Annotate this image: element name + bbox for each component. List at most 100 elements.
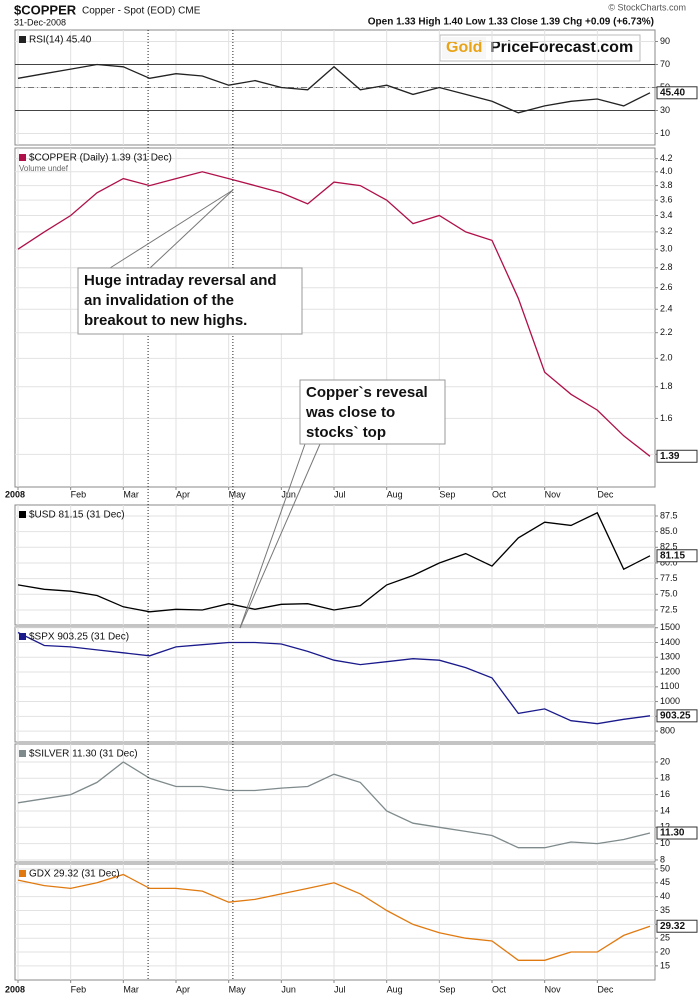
logo: Gold PriceForecast.com — [439, 34, 641, 62]
y-tick-label: 90 — [660, 36, 670, 46]
y-tick-label: 15 — [660, 960, 670, 970]
last-value-box — [656, 709, 698, 723]
last-value-label: 81.15 — [660, 550, 685, 561]
price-line — [17, 631, 651, 725]
y-tick-label: 1.8 — [660, 381, 673, 391]
x-tick-label: Sep — [439, 984, 455, 994]
last-value-label: 11.30 — [660, 828, 685, 839]
callout-line — [239, 443, 321, 629]
y-tick-label: 70 — [660, 59, 670, 69]
last-value-box — [656, 919, 698, 933]
panel-subtitle: Volume undef — [19, 164, 69, 173]
annotation-text: breakout to new highs. — [84, 312, 247, 329]
annotation-text: stocks` top — [306, 424, 386, 441]
y-tick-label: 75.0 — [660, 589, 678, 599]
annotation-text: Copper`s revesal — [306, 384, 428, 401]
y-tick-label: 4.2 — [660, 153, 673, 163]
y-tick-label: 10 — [660, 128, 670, 138]
y-tick-label: 82.5 — [660, 542, 678, 552]
y-tick-label: 3.4 — [660, 210, 673, 220]
x-tick-label: Jun — [281, 489, 296, 499]
price-line — [17, 63, 651, 114]
last-value-label: 29.32 — [660, 921, 685, 932]
y-tick-label: 50 — [660, 863, 670, 873]
x-tick-label: Mar — [123, 984, 139, 994]
x-tick-label: 2008 — [5, 984, 25, 994]
last-value-label: 1.39 — [660, 451, 680, 462]
y-tick-label: 85.0 — [660, 526, 678, 536]
last-value-box — [656, 86, 698, 100]
last-value-label: 903.25 — [660, 710, 691, 721]
x-tick-label: Nov — [545, 489, 562, 499]
y-tick-label: 35 — [660, 905, 670, 915]
y-tick-label: 20 — [660, 756, 670, 766]
panel-frame — [14, 743, 656, 863]
x-tick-label: Jun — [281, 984, 296, 994]
panel-frame — [14, 504, 656, 626]
x-tick-label: Sep — [439, 489, 455, 499]
credit: © StockCharts.com — [608, 2, 686, 12]
panel-title: $COPPER (Daily) 1.39 (31 Dec) — [29, 153, 172, 164]
y-tick-label: 1300 — [660, 652, 680, 662]
annotation-text: an invalidation of the — [84, 292, 234, 309]
y-tick-label: 800 — [660, 725, 675, 735]
annotation-text: Huge intraday reversal and — [84, 272, 277, 289]
description: Copper - Spot (EOD) CME — [82, 6, 201, 17]
y-tick-label: 80.0 — [660, 557, 678, 567]
y-tick-label: 1100 — [660, 681, 679, 691]
panel-title: RSI(14) 45.40 — [29, 35, 92, 46]
date: 31-Dec-2008 — [14, 17, 66, 27]
x-tick-label: Jul — [334, 489, 346, 499]
last-value-box — [656, 826, 698, 840]
last-value-box — [656, 449, 698, 463]
x-tick-label: Nov — [545, 984, 562, 994]
y-tick-label: 2.8 — [660, 262, 673, 272]
y-tick-label: 14 — [660, 805, 670, 815]
symbol: $COPPER — [14, 2, 77, 17]
y-tick-label: 45 — [660, 877, 670, 887]
price-line — [17, 761, 651, 849]
annotation-text: was close to — [305, 404, 395, 421]
y-tick-label: 3.2 — [660, 226, 673, 236]
y-tick-label: 8 — [660, 854, 665, 864]
price-line — [17, 171, 651, 457]
last-value-label: 45.40 — [660, 87, 685, 98]
y-tick-label: 1500 — [660, 622, 680, 632]
y-tick-label: 16 — [660, 789, 670, 799]
callout-line — [109, 189, 234, 269]
x-tick-label: Feb — [71, 984, 87, 994]
title-swatch — [19, 154, 26, 161]
panel-title: $USD 81.15 (31 Dec) — [29, 510, 125, 521]
price-line — [17, 873, 651, 961]
y-tick-label: 87.5 — [660, 510, 678, 520]
y-tick-label: 18 — [660, 773, 670, 783]
last-value-box — [656, 549, 698, 563]
quote: Open 1.33 High 1.40 Low 1.33 Close 1.39 … — [368, 17, 654, 28]
y-tick-label: 1.6 — [660, 413, 673, 423]
y-tick-label: 3.0 — [660, 244, 673, 254]
x-tick-label: Apr — [176, 489, 190, 499]
price-line — [17, 511, 651, 613]
annotation-box — [299, 379, 446, 445]
y-tick-label: 20 — [660, 946, 670, 956]
y-tick-label: 1200 — [660, 666, 680, 676]
x-tick-label: Aug — [387, 489, 403, 499]
panel-frame — [14, 863, 656, 981]
x-tick-label: Oct — [492, 489, 507, 499]
y-tick-label: 2.6 — [660, 282, 673, 292]
annotation-box — [77, 267, 303, 335]
y-tick-label: 10 — [660, 838, 670, 848]
panel-title: GDX 29.32 (31 Dec) — [29, 869, 120, 880]
y-tick-label: 25 — [660, 933, 670, 943]
x-tick-label: Aug — [387, 984, 403, 994]
title-swatch — [19, 511, 26, 518]
y-tick-label: 4.0 — [660, 166, 673, 176]
y-tick-label: 2.0 — [660, 353, 673, 363]
title-swatch — [19, 870, 26, 877]
y-tick-label: 3.8 — [660, 180, 673, 190]
panel-title: $SILVER 11.30 (31 Dec) — [29, 749, 138, 760]
title-swatch — [19, 750, 26, 757]
y-tick-label: 2.4 — [660, 304, 673, 314]
